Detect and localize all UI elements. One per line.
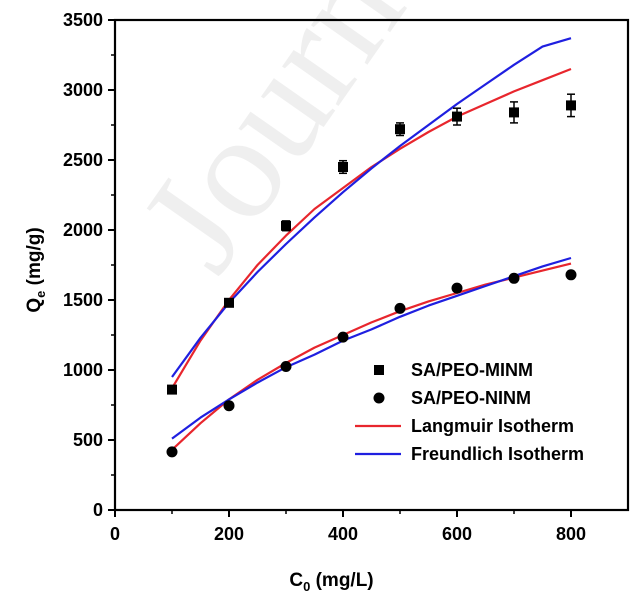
x-tick-label: 600 [442,524,472,544]
y-tick-label: 500 [73,430,103,450]
data-point-circle [223,400,235,412]
series-line-2-0 [171,67,572,389]
axes: 0 200 400 600 800 0 500 1000 1500 2000 2500 3000 350… [24,10,630,594]
data-point-circle [394,302,406,314]
legend-marker-square [374,365,384,375]
x-axis-title-sub: 0 [303,579,310,594]
data-point-circle [337,331,349,343]
data-point-square [452,111,462,122]
y-axis-title-rest: (mg/g) [24,227,45,290]
x-tick-label: 0 [110,524,120,544]
plot-area [166,37,577,458]
data-point-circle [166,446,178,458]
series-line-3-1 [171,256,572,440]
y-tick-label: 1500 [63,290,103,310]
data-point-circle [280,361,292,372]
data-point-square [224,297,234,308]
x-tick-label: 400 [328,524,358,544]
y-axis-title-sub: e [33,291,48,298]
y-tick-label: 2000 [63,220,103,240]
x-axis-title: C0 (mg/L) [289,570,373,594]
data-point-square [566,100,576,111]
x-axis-title-main: C [289,570,303,591]
legend-marker-circle [373,392,385,404]
data-point-square [281,220,291,231]
legend-label: SA/PEO-NINM [411,388,531,408]
legend-label: Langmuir Isotherm [411,416,574,436]
data-point-square [167,384,177,395]
x-tick-label: 200 [214,524,244,544]
y-axis-title: Qe (mg/g) [24,227,48,312]
x-tick-label: 800 [556,524,586,544]
data-point-square [395,124,405,135]
legend-label: SA/PEO-MINM [411,360,533,380]
data-point-circle [451,282,463,294]
y-tick-label: 1000 [63,360,103,380]
y-tick-label: 3500 [63,10,103,30]
data-point-circle [565,269,577,281]
legend: SA/PEO-MINM SA/PEO-NINM Langmuir Isotherm F… [355,360,584,464]
data-point-square [509,107,519,118]
y-axis-title-main: Q [24,298,45,313]
watermark-text: Journal [108,0,497,298]
legend-label: Freundlich Isotherm [411,444,584,464]
x-axis-title-rest: (mg/L) [310,570,373,591]
y-tick-label: 2500 [63,150,103,170]
data-point-square [338,162,348,172]
data-point-circle [508,272,520,284]
y-tick-label: 0 [93,500,103,520]
y-tick-label: 3000 [63,80,103,100]
series-line-3-0 [171,37,572,378]
